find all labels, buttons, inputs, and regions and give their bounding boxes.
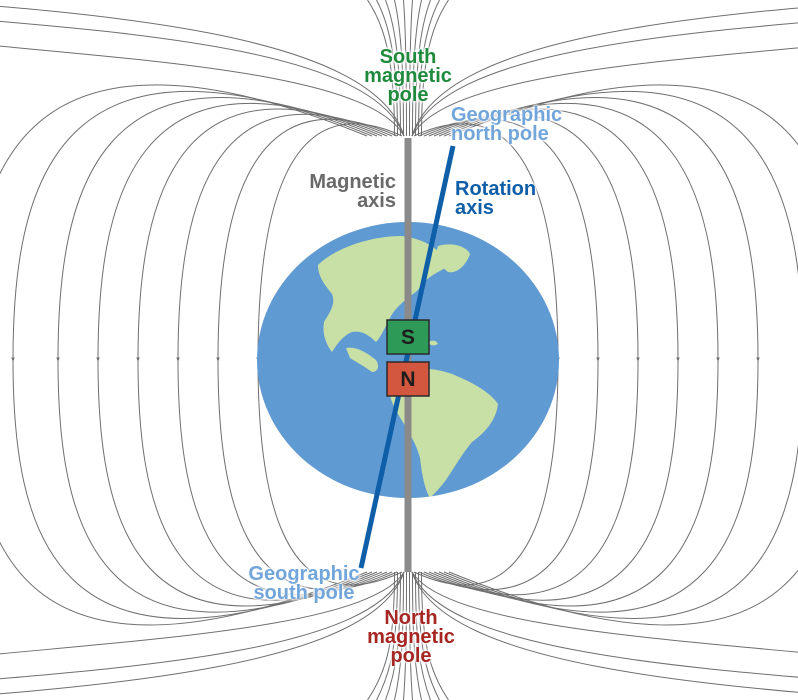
field-line (415, 571, 431, 700)
field-line (376, 0, 398, 137)
field-line (418, 0, 440, 137)
field-line (0, 45, 405, 137)
magnet-north-label: N (400, 368, 416, 391)
field-line (0, 571, 405, 695)
field-line (11, 90, 373, 619)
central-america-landmass (346, 347, 379, 372)
field-line (394, 0, 404, 137)
north-magnetic-pole-label: North magnetic pole (367, 607, 455, 667)
field-line (418, 571, 440, 700)
field-line (412, 0, 422, 137)
field-line (415, 0, 431, 137)
magnet-south-label: S (400, 326, 415, 349)
rotation-axis-label: Rotation axis (455, 178, 537, 219)
field-line (0, 571, 405, 680)
bar-magnet (386, 319, 430, 397)
field-line (56, 96, 378, 613)
greenland-landmass (436, 244, 470, 273)
field-line (409, 0, 413, 137)
field-line (176, 113, 393, 596)
field-line (412, 571, 422, 700)
magnet-south-half (386, 319, 430, 355)
field-line (443, 90, 798, 619)
field-line (367, 571, 395, 700)
field-line (409, 571, 413, 700)
field-line (96, 102, 383, 607)
magnet-north-half (386, 361, 430, 397)
field-line (216, 118, 398, 591)
geographic-north-pole-label: Geographic north pole (451, 104, 563, 145)
south-america-landmass (389, 368, 498, 498)
field-line (448, 84, 798, 626)
field-line (403, 0, 407, 137)
field-line (438, 96, 760, 613)
field-line (0, 5, 405, 137)
field-line (411, 571, 798, 693)
field-line (421, 0, 449, 137)
magnetic-axis-label: Magnetic axis (309, 171, 396, 212)
field-line (385, 0, 401, 137)
field-line (428, 108, 680, 601)
field-line (385, 571, 401, 700)
field-line (411, 7, 798, 137)
field-line (403, 571, 407, 700)
field-line (367, 0, 395, 137)
field-line (394, 571, 404, 700)
field-line (433, 102, 720, 607)
rotation-axis-line (358, 145, 456, 569)
field-line (0, 571, 405, 655)
field-line (0, 20, 405, 137)
field-line (376, 571, 398, 700)
geographic-south-pole-label: Geographic south pole (248, 563, 360, 604)
field-line (421, 571, 449, 700)
field-line (423, 113, 640, 596)
field-line (136, 108, 388, 601)
field-line (418, 118, 600, 591)
field-line (411, 571, 798, 678)
south-magnetic-pole-label: South magnetic pole (364, 46, 452, 106)
field-line (411, 22, 798, 137)
north-america-landmass (318, 236, 448, 352)
field-line (0, 84, 368, 626)
